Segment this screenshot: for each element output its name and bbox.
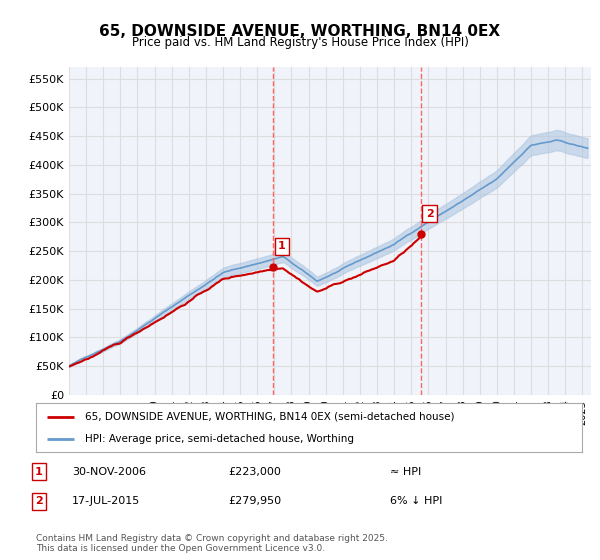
Text: 30-NOV-2006: 30-NOV-2006 xyxy=(72,466,146,477)
Text: 1: 1 xyxy=(35,466,43,477)
Text: 65, DOWNSIDE AVENUE, WORTHING, BN14 0EX (semi-detached house): 65, DOWNSIDE AVENUE, WORTHING, BN14 0EX … xyxy=(85,412,455,422)
Text: 17-JUL-2015: 17-JUL-2015 xyxy=(72,496,140,506)
Text: £279,950: £279,950 xyxy=(228,496,281,506)
Text: 6% ↓ HPI: 6% ↓ HPI xyxy=(390,496,442,506)
Text: £223,000: £223,000 xyxy=(228,466,281,477)
Text: 2: 2 xyxy=(35,496,43,506)
Text: 2: 2 xyxy=(425,209,433,218)
Text: 1: 1 xyxy=(278,241,286,251)
Text: 65, DOWNSIDE AVENUE, WORTHING, BN14 0EX: 65, DOWNSIDE AVENUE, WORTHING, BN14 0EX xyxy=(100,24,500,39)
Text: HPI: Average price, semi-detached house, Worthing: HPI: Average price, semi-detached house,… xyxy=(85,433,354,444)
Text: Price paid vs. HM Land Registry's House Price Index (HPI): Price paid vs. HM Land Registry's House … xyxy=(131,36,469,49)
Text: ≈ HPI: ≈ HPI xyxy=(390,466,421,477)
Text: Contains HM Land Registry data © Crown copyright and database right 2025.
This d: Contains HM Land Registry data © Crown c… xyxy=(36,534,388,553)
